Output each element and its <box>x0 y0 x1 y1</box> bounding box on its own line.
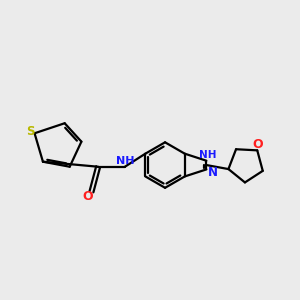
Text: S: S <box>26 125 35 138</box>
Text: NH: NH <box>116 156 135 166</box>
Text: N: N <box>207 166 218 179</box>
Text: O: O <box>83 190 93 203</box>
Text: NH: NH <box>199 150 216 160</box>
Text: O: O <box>253 138 263 151</box>
